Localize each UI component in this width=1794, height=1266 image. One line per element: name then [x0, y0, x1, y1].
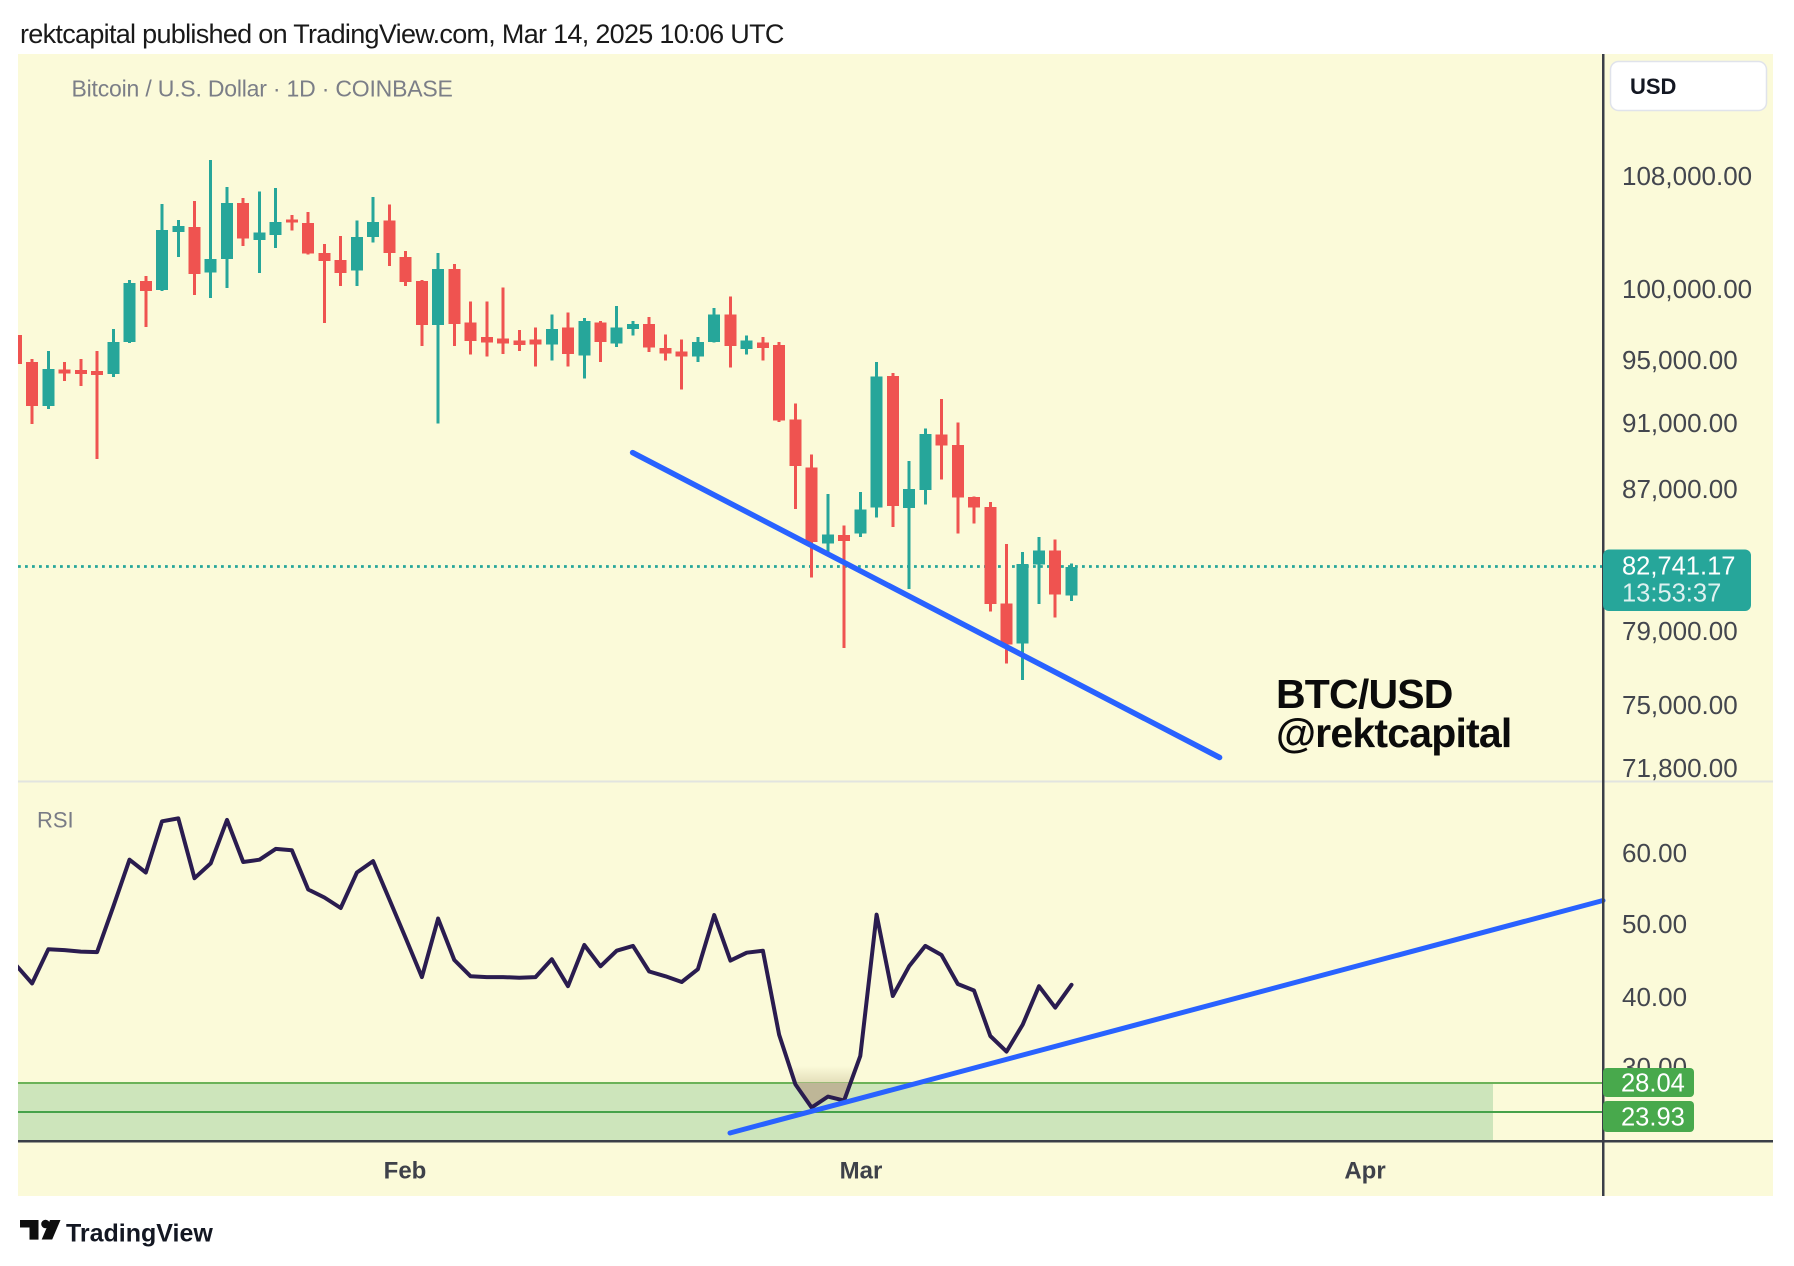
svg-text:TradingView: TradingView — [66, 1220, 213, 1248]
svg-text:87,000.00: 87,000.00 — [1622, 474, 1738, 504]
svg-text:BTC/USD: BTC/USD — [1276, 671, 1453, 717]
svg-text:108,000.00: 108,000.00 — [1622, 161, 1752, 191]
svg-text:USD: USD — [1630, 74, 1676, 99]
svg-text:82,741.17: 82,741.17 — [1622, 553, 1735, 581]
svg-text:RSI: RSI — [37, 808, 74, 833]
svg-text:79,000.00: 79,000.00 — [1622, 616, 1738, 646]
svg-text:91,000.00: 91,000.00 — [1622, 408, 1738, 438]
svg-text:100,000.00: 100,000.00 — [1622, 274, 1752, 304]
svg-text:75,000.00: 75,000.00 — [1622, 690, 1738, 720]
svg-text:23.93: 23.93 — [1621, 1104, 1685, 1132]
svg-text:50.00: 50.00 — [1622, 909, 1687, 939]
svg-text:95,000.00: 95,000.00 — [1622, 345, 1738, 375]
svg-text:13:53:37: 13:53:37 — [1622, 580, 1721, 608]
svg-text:40.00: 40.00 — [1622, 982, 1687, 1012]
svg-text:Mar: Mar — [840, 1158, 883, 1185]
svg-text:Bitcoin / U.S. Dollar · 1D · C: Bitcoin / U.S. Dollar · 1D · COINBASE — [72, 76, 453, 102]
svg-text:@rektcapital: @rektcapital — [1276, 710, 1511, 756]
svg-text:28.04: 28.04 — [1621, 1070, 1685, 1098]
svg-text:71,800.00: 71,800.00 — [1622, 753, 1738, 783]
svg-text:60.00: 60.00 — [1622, 838, 1687, 868]
svg-text:Apr: Apr — [1344, 1158, 1385, 1185]
svg-text:Feb: Feb — [384, 1158, 427, 1185]
